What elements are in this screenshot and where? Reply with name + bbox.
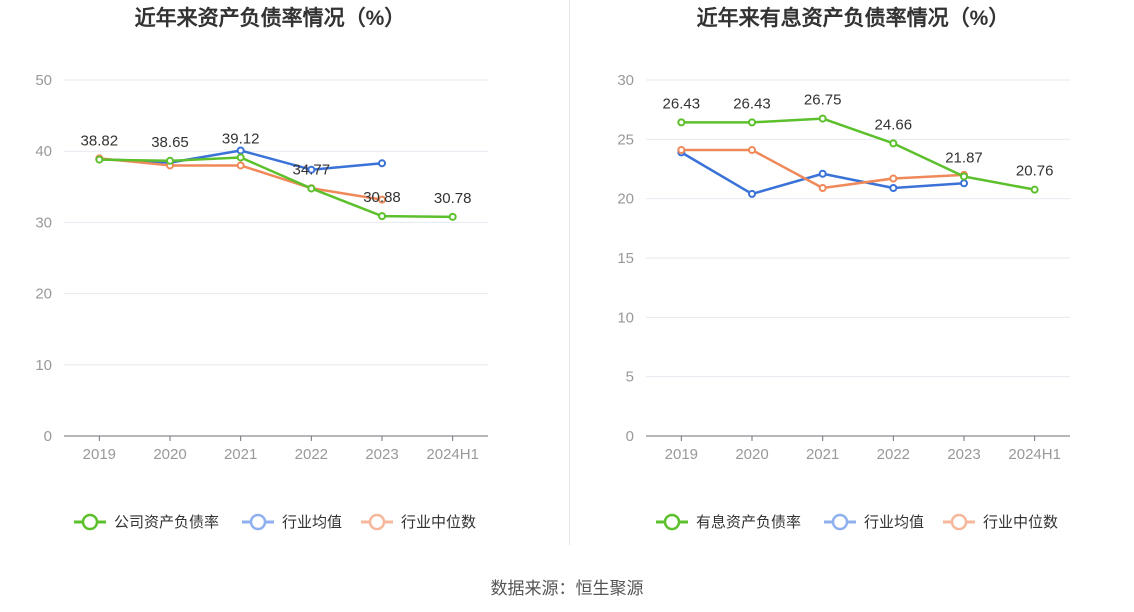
- data-point-0: [748, 118, 756, 127]
- data-point-0: [378, 212, 386, 221]
- x-tick-label: 2021: [224, 446, 257, 463]
- data-point-1: [748, 189, 756, 198]
- legend-label: 行业均值: [864, 514, 924, 531]
- data-point-2: [748, 146, 756, 155]
- series-line-0: [681, 117, 1035, 191]
- legend-label: 行业中位数: [401, 514, 476, 531]
- data-point-1: [236, 146, 245, 155]
- data-label: 21.87: [945, 149, 983, 166]
- y-tick-label: 0: [44, 428, 52, 445]
- y-tick-label: 5: [626, 369, 634, 386]
- data-label: 24.66: [875, 116, 913, 133]
- data-label: 38.82: [81, 133, 119, 150]
- data-point-0: [1030, 185, 1039, 194]
- data-point-2: [236, 161, 245, 170]
- data-point-1: [960, 179, 968, 188]
- y-tick-label: 0: [626, 428, 634, 445]
- data-point-2: [677, 146, 686, 155]
- legend-label: 行业中位数: [983, 514, 1058, 531]
- data-point-0: [236, 153, 245, 162]
- data-point-2: [818, 183, 827, 192]
- data-label: 26.43: [663, 95, 701, 112]
- x-tick-label: 2024H1: [426, 446, 479, 463]
- x-tick-label: 2020: [153, 446, 186, 463]
- data-label: 20.76: [1016, 163, 1054, 180]
- x-tick-label: 2019: [83, 446, 116, 463]
- y-tick-label: 30: [617, 72, 634, 89]
- legend-label: 公司资产负债率: [114, 514, 219, 531]
- legend-marker: [663, 513, 681, 531]
- x-tick-label: 2023: [947, 446, 980, 463]
- left-chart-panel: 近年来资产负债率情况（%） 0 10 20 30 40 50 2019 2020 2021 2022…: [0, 0, 570, 560]
- chart-title: 近年来资产负债率情况（%）: [135, 6, 406, 30]
- y-tick-label: 25: [617, 131, 634, 148]
- x-tick-label: 2021: [806, 446, 839, 463]
- x-tick-label: 2022: [877, 446, 910, 463]
- x-tick-label: 2019: [665, 446, 698, 463]
- y-tick-label: 30: [35, 214, 52, 231]
- data-point-0: [960, 172, 968, 181]
- right-chart-panel: 近年来有息资产负债率情况（%） 0 5 10 15 20 25 30 2019 2020 2021 2…: [570, 0, 1134, 560]
- legend-marker: [81, 513, 99, 531]
- y-tick-label: 40: [35, 143, 52, 160]
- y-tick-label: 10: [35, 357, 52, 374]
- legend-marker: [950, 513, 968, 531]
- data-label: 30.78: [434, 190, 472, 207]
- data-point-1: [378, 159, 386, 168]
- x-tick-label: 2022: [295, 446, 328, 463]
- data-label: 26.43: [733, 95, 771, 112]
- y-tick-label: 50: [35, 72, 52, 89]
- data-point-0: [677, 118, 686, 127]
- chart-title: 近年来有息资产负债率情况（%）: [697, 6, 1010, 30]
- y-tick-label: 20: [35, 286, 52, 303]
- panel-divider: [569, 0, 570, 545]
- legend-label: 有息资产负债率: [696, 514, 801, 531]
- data-point-1: [818, 169, 827, 178]
- y-tick-label: 10: [617, 309, 634, 326]
- interest-bearing-debt-ratio-chart: 近年来有息资产负债率情况（%） 0 5 10 15 20 25 30 2019 2020 2021 2…: [617, 6, 1070, 531]
- data-point-2: [889, 174, 898, 183]
- y-tick-label: 20: [617, 191, 634, 208]
- legend-label: 行业均值: [282, 514, 342, 531]
- debt-ratio-chart: 近年来资产负债率情况（%） 0 10 20 30 40 50 2019 2020 2021 2022…: [35, 6, 488, 531]
- x-tick-label: 2024H1: [1008, 446, 1061, 463]
- legend-marker: [249, 513, 267, 531]
- data-label: 34.77: [293, 161, 331, 178]
- x-tick-label: 2020: [735, 446, 768, 463]
- series-line-0: [99, 156, 453, 219]
- data-label: 26.75: [804, 92, 842, 109]
- y-tick-label: 15: [617, 250, 634, 267]
- data-point-1: [889, 183, 898, 192]
- data-source-note: 数据来源：恒生聚源: [490, 579, 644, 598]
- legend-marker: [368, 513, 386, 531]
- data-point-0: [307, 184, 316, 193]
- data-point-1: [307, 165, 316, 174]
- data-point-0: [95, 155, 104, 164]
- data-point-0: [889, 139, 898, 148]
- data-point-2: [378, 195, 386, 204]
- legend-marker: [831, 513, 849, 531]
- data-point-0: [818, 114, 827, 123]
- data-label: 39.12: [222, 130, 260, 147]
- data-label: 38.65: [151, 134, 189, 151]
- data-label: 30.88: [363, 189, 401, 206]
- data-point-0: [166, 156, 174, 165]
- data-point-0: [448, 212, 457, 221]
- x-tick-label: 2023: [365, 446, 398, 463]
